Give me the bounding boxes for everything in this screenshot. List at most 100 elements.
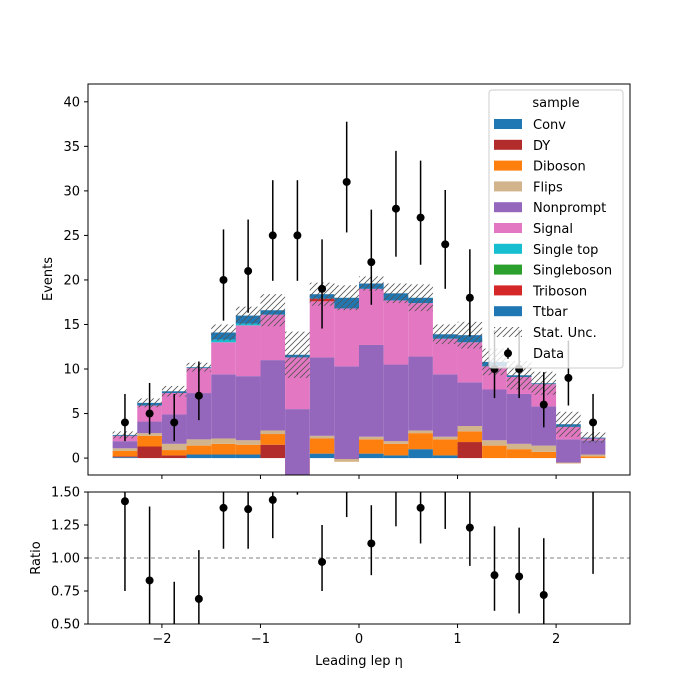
ratio-y-tick-label-4: 1.50 [51, 486, 80, 501]
uncertainty-bin-4 [211, 324, 236, 341]
bar-diboson-bin-2 [161, 450, 187, 456]
legend-swatch-conv [494, 119, 522, 129]
bar-signal-bin-11 [383, 300, 409, 365]
y-tick-label-7: 35 [63, 140, 80, 155]
bar-nonprompt-bin-10 [359, 344, 384, 437]
bar-nonprompt-bin-7 [285, 409, 310, 475]
legend-label-conv: Conv [533, 118, 566, 133]
bar-flips-bin-13 [432, 436, 458, 440]
legend-swatch-diboson [494, 160, 522, 171]
legend-label-data: Data [533, 347, 564, 362]
bar-nonprompt-bin-9 [334, 366, 359, 459]
uncertainty-bin-18 [556, 411, 581, 437]
bar-signal-bin-9 [334, 308, 359, 367]
bar-nonprompt-bin-4 [211, 374, 236, 439]
legend-frame [488, 89, 624, 369]
bar-flips-bin-18 [556, 462, 581, 464]
legend-label-nonprompt: Nonprompt [533, 201, 606, 216]
ratio-y-tick-label-0: 0.50 [51, 618, 80, 633]
bar-conv-bin-5 [235, 454, 261, 459]
legend-swatch-ttbar [494, 306, 522, 317]
x-tick-label-3: 1 [453, 632, 461, 647]
legend-label-single-top: Single top [533, 243, 598, 258]
bar-diboson-bin-13 [432, 439, 458, 456]
data-point-12 [416, 213, 425, 222]
ratio-point-14 [465, 523, 474, 532]
ratio-y-ticks: 0.50 0.75 1.00 1.25 1.50 [51, 486, 88, 633]
x-axis-label: Leading lep η [315, 654, 403, 669]
data-point-1 [145, 409, 154, 418]
data-point-5 [244, 267, 253, 276]
data-point-0 [120, 418, 129, 427]
y-tick-label-5: 25 [63, 229, 80, 244]
uncertainty-bin-12 [408, 284, 433, 312]
legend-swatch-signal [494, 223, 522, 233]
bar-signal-bin-4 [211, 342, 236, 375]
data-point-3 [194, 391, 203, 400]
data-point-6 [268, 231, 277, 240]
bar-dy-bin-14 [457, 442, 483, 459]
legend-swatch-singleboson [494, 264, 522, 275]
bar-nonprompt-bin-19 [580, 440, 606, 455]
data-point-9 [342, 177, 351, 186]
bar-flips-bin-2 [161, 443, 187, 451]
bar-diboson-bin-6 [260, 434, 286, 445]
bar-diboson-bin-4 [211, 443, 236, 455]
uncertainty-bin-6 [260, 294, 286, 327]
bar-diboson-bin-11 [383, 443, 409, 456]
bar-single-top-bin-4 [211, 339, 236, 343]
ratio-x-ticks: −2 −1 0 1 2 [152, 624, 560, 647]
bar-flips-bin-4 [211, 438, 236, 444]
legend-label-diboson: Diboson [533, 160, 586, 175]
bar-flips-bin-10 [359, 436, 384, 440]
bar-conv-bin-3 [186, 454, 212, 459]
legend-label-dy: DY [533, 139, 550, 154]
bar-conv-bin-10 [359, 453, 384, 459]
bar-diboson-bin-0 [112, 450, 138, 457]
bar-flips-bin-16 [506, 443, 532, 450]
data-point-7 [293, 231, 302, 240]
ratio-point-16 [515, 572, 524, 581]
data-point-4 [219, 275, 228, 284]
ratio-point-1 [145, 576, 154, 585]
bar-nonprompt-bin-13 [432, 374, 458, 437]
y-axis-label: Events [41, 257, 56, 301]
bar-flips-bin-8 [309, 435, 335, 439]
bar-flips-bin-0 [112, 448, 138, 451]
data-point-19 [589, 418, 598, 427]
bar-flips-bin-15 [482, 440, 507, 446]
bar-nonprompt-bin-8 [309, 357, 335, 436]
legend-swatch-stat-unc [494, 327, 522, 337]
bar-diboson-bin-15 [482, 445, 507, 459]
legend-label-stat-unc: Stat. Unc. [533, 326, 597, 341]
uncertainty-bin-7 [285, 331, 310, 378]
legend-title: sample [532, 96, 579, 111]
legend-marker-data [504, 349, 512, 358]
bar-diboson-bin-8 [309, 438, 335, 454]
bar-nonprompt-bin-6 [260, 360, 286, 431]
legend-swatch-nonprompt [494, 202, 522, 213]
ratio-point-15 [490, 571, 499, 580]
bar-conv-bin-0 [112, 457, 138, 459]
main-x-ticks [161, 475, 557, 479]
ratio-point-12 [416, 503, 425, 512]
legend-label-ttbar: Ttbar [532, 305, 568, 320]
stat-uncertainty-band [112, 276, 606, 443]
ratio-point-13 [441, 483, 449, 491]
ratio-y-tick-label-1: 0.75 [51, 585, 80, 600]
y-tick-label-4: 20 [63, 273, 80, 288]
ratio-y-axis-label: Ratio [29, 541, 44, 574]
data-point-8 [318, 284, 327, 293]
ratio-axes-frame [87, 491, 631, 625]
bar-signal-bin-12 [408, 303, 433, 357]
y-tick-label-0: 0 [72, 452, 80, 467]
uncertainty-bin-2 [161, 385, 187, 397]
uncertainty-bin-11 [383, 283, 409, 304]
legend-label-signal: Signal [533, 222, 573, 237]
ratio-content [88, 483, 630, 624]
bar-diboson-bin-5 [235, 444, 261, 455]
data-point-11 [391, 204, 400, 213]
bar-diboson-bin-10 [359, 439, 384, 454]
